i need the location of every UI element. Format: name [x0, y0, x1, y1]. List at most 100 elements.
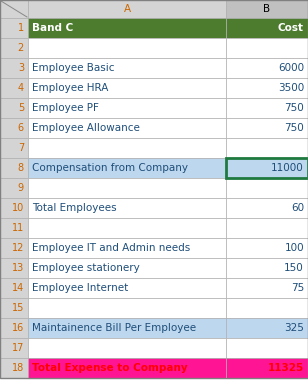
Bar: [0, 118, 28, 138]
Text: 325: 325: [284, 323, 304, 333]
Bar: [28, 178, 226, 198]
Bar: [0, 78, 28, 98]
Bar: [0, 18, 28, 38]
Bar: [28, 18, 226, 38]
Text: 16: 16: [12, 323, 24, 333]
Bar: [28, 118, 226, 138]
Text: 11325: 11325: [268, 363, 304, 373]
Bar: [226, 78, 308, 98]
Bar: [0, 58, 28, 78]
Text: Employee PF: Employee PF: [32, 103, 99, 113]
Text: 13: 13: [12, 263, 24, 273]
Text: 17: 17: [12, 343, 24, 353]
Bar: [0, 258, 28, 278]
Text: Employee Internet: Employee Internet: [32, 283, 128, 293]
Bar: [226, 178, 308, 198]
Text: Maintainence Bill Per Employee: Maintainence Bill Per Employee: [32, 323, 196, 333]
Bar: [226, 38, 308, 58]
Text: Cost: Cost: [278, 23, 304, 33]
Text: Employee HRA: Employee HRA: [32, 83, 108, 93]
Bar: [226, 158, 308, 178]
Text: 750: 750: [284, 123, 304, 133]
Bar: [0, 278, 28, 298]
Text: 9: 9: [18, 183, 24, 193]
Text: 3500: 3500: [278, 83, 304, 93]
Bar: [28, 318, 226, 338]
Bar: [28, 98, 226, 118]
Text: Employee Basic: Employee Basic: [32, 63, 115, 73]
Text: 11000: 11000: [271, 163, 304, 173]
Bar: [226, 198, 308, 218]
Text: 2: 2: [18, 43, 24, 53]
Bar: [28, 0, 226, 18]
Text: 4: 4: [18, 83, 24, 93]
Text: 100: 100: [284, 243, 304, 253]
Bar: [226, 278, 308, 298]
Bar: [28, 238, 226, 258]
Bar: [0, 198, 28, 218]
Text: Employee IT and Admin needs: Employee IT and Admin needs: [32, 243, 190, 253]
Bar: [28, 218, 226, 238]
Text: 15: 15: [12, 303, 24, 313]
Bar: [226, 18, 308, 38]
Bar: [28, 258, 226, 278]
Text: 750: 750: [284, 103, 304, 113]
Text: 75: 75: [291, 283, 304, 293]
Text: Compensation from Company: Compensation from Company: [32, 163, 188, 173]
Bar: [226, 358, 308, 378]
Text: Employee stationery: Employee stationery: [32, 263, 140, 273]
Bar: [226, 98, 308, 118]
Text: 14: 14: [12, 283, 24, 293]
Text: B: B: [263, 4, 270, 14]
Bar: [0, 0, 28, 18]
Bar: [226, 0, 308, 18]
Bar: [226, 58, 308, 78]
Text: 7: 7: [18, 143, 24, 153]
Bar: [226, 138, 308, 158]
Text: 3: 3: [18, 63, 24, 73]
Bar: [0, 318, 28, 338]
Bar: [28, 158, 226, 178]
Bar: [226, 118, 308, 138]
Bar: [0, 338, 28, 358]
Bar: [28, 198, 226, 218]
Text: A: A: [124, 4, 131, 14]
Bar: [0, 138, 28, 158]
Bar: [0, 178, 28, 198]
Text: 8: 8: [18, 163, 24, 173]
Text: 6000: 6000: [278, 63, 304, 73]
Text: 6: 6: [18, 123, 24, 133]
Text: 18: 18: [12, 363, 24, 373]
Text: Band C: Band C: [32, 23, 73, 33]
Text: 150: 150: [284, 263, 304, 273]
Text: Employee Allowance: Employee Allowance: [32, 123, 140, 133]
Bar: [226, 298, 308, 318]
Text: 1: 1: [18, 23, 24, 33]
Text: 10: 10: [12, 203, 24, 213]
Bar: [28, 358, 226, 378]
Bar: [28, 298, 226, 318]
Text: 12: 12: [12, 243, 24, 253]
Bar: [28, 38, 226, 58]
Bar: [0, 218, 28, 238]
Bar: [28, 278, 226, 298]
Text: Total Expense to Company: Total Expense to Company: [32, 363, 188, 373]
Bar: [28, 338, 226, 358]
Bar: [0, 38, 28, 58]
Bar: [28, 78, 226, 98]
Bar: [226, 258, 308, 278]
Bar: [0, 358, 28, 378]
Text: 11: 11: [12, 223, 24, 233]
Bar: [0, 98, 28, 118]
Bar: [0, 158, 28, 178]
Bar: [226, 238, 308, 258]
Bar: [28, 138, 226, 158]
Bar: [226, 338, 308, 358]
Bar: [28, 58, 226, 78]
Text: 60: 60: [291, 203, 304, 213]
Bar: [0, 238, 28, 258]
Bar: [226, 318, 308, 338]
Bar: [226, 218, 308, 238]
Text: 5: 5: [18, 103, 24, 113]
Bar: [0, 298, 28, 318]
